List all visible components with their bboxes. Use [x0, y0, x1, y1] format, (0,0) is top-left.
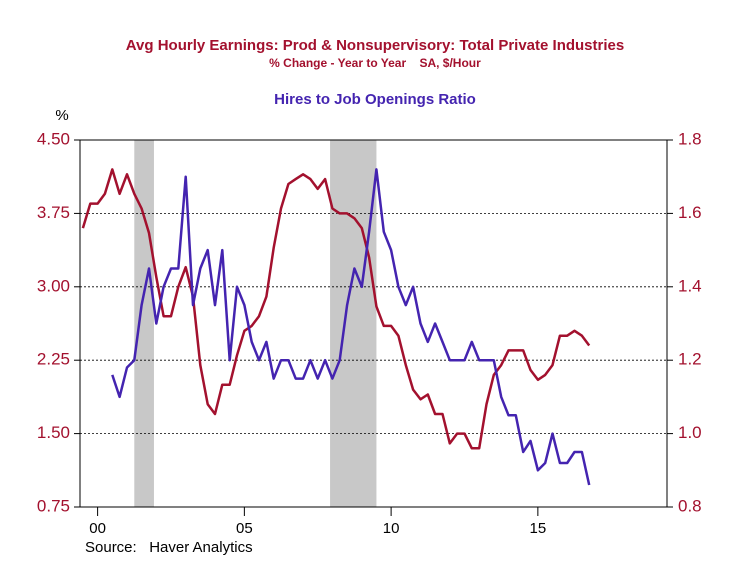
y2-tick-label: 1.6	[678, 203, 702, 222]
plot-frame	[79, 139, 668, 508]
y2-tick-label: 1.8	[678, 129, 702, 148]
x-tick-label: 00	[89, 520, 106, 537]
y-tick-label: 4.50	[37, 129, 70, 148]
series-0-title: Avg Hourly Earnings: Prod & Nonsuperviso…	[126, 37, 624, 54]
y2-tick-label: 1.0	[678, 423, 702, 442]
y-tick-label: 2.25	[37, 350, 70, 369]
recession-band	[330, 140, 377, 507]
y-tick-label: 0.75	[37, 496, 70, 515]
series-line	[111, 168, 591, 486]
x-tick-label: 15	[530, 520, 547, 537]
y-tick-label: 3.75	[37, 203, 70, 222]
source: Source: Haver Analytics	[85, 539, 253, 556]
y2-tick-label: 0.8	[678, 496, 702, 515]
series-1-title: Hires to Job Openings Ratio	[274, 91, 476, 108]
y-axis-label: %	[55, 107, 68, 124]
y-tick-label: 1.50	[37, 423, 70, 442]
y-tick-label: 3.00	[37, 276, 70, 295]
x-tick-label: 10	[383, 520, 400, 537]
series-line	[81, 168, 591, 450]
subtitle: % Change - Year to Year SA, $/Hour	[269, 56, 481, 70]
recession-band	[134, 140, 154, 507]
x-tick-label: 05	[236, 520, 253, 537]
y2-tick-label: 1.2	[678, 350, 702, 369]
y2-tick-label: 1.4	[678, 276, 702, 295]
